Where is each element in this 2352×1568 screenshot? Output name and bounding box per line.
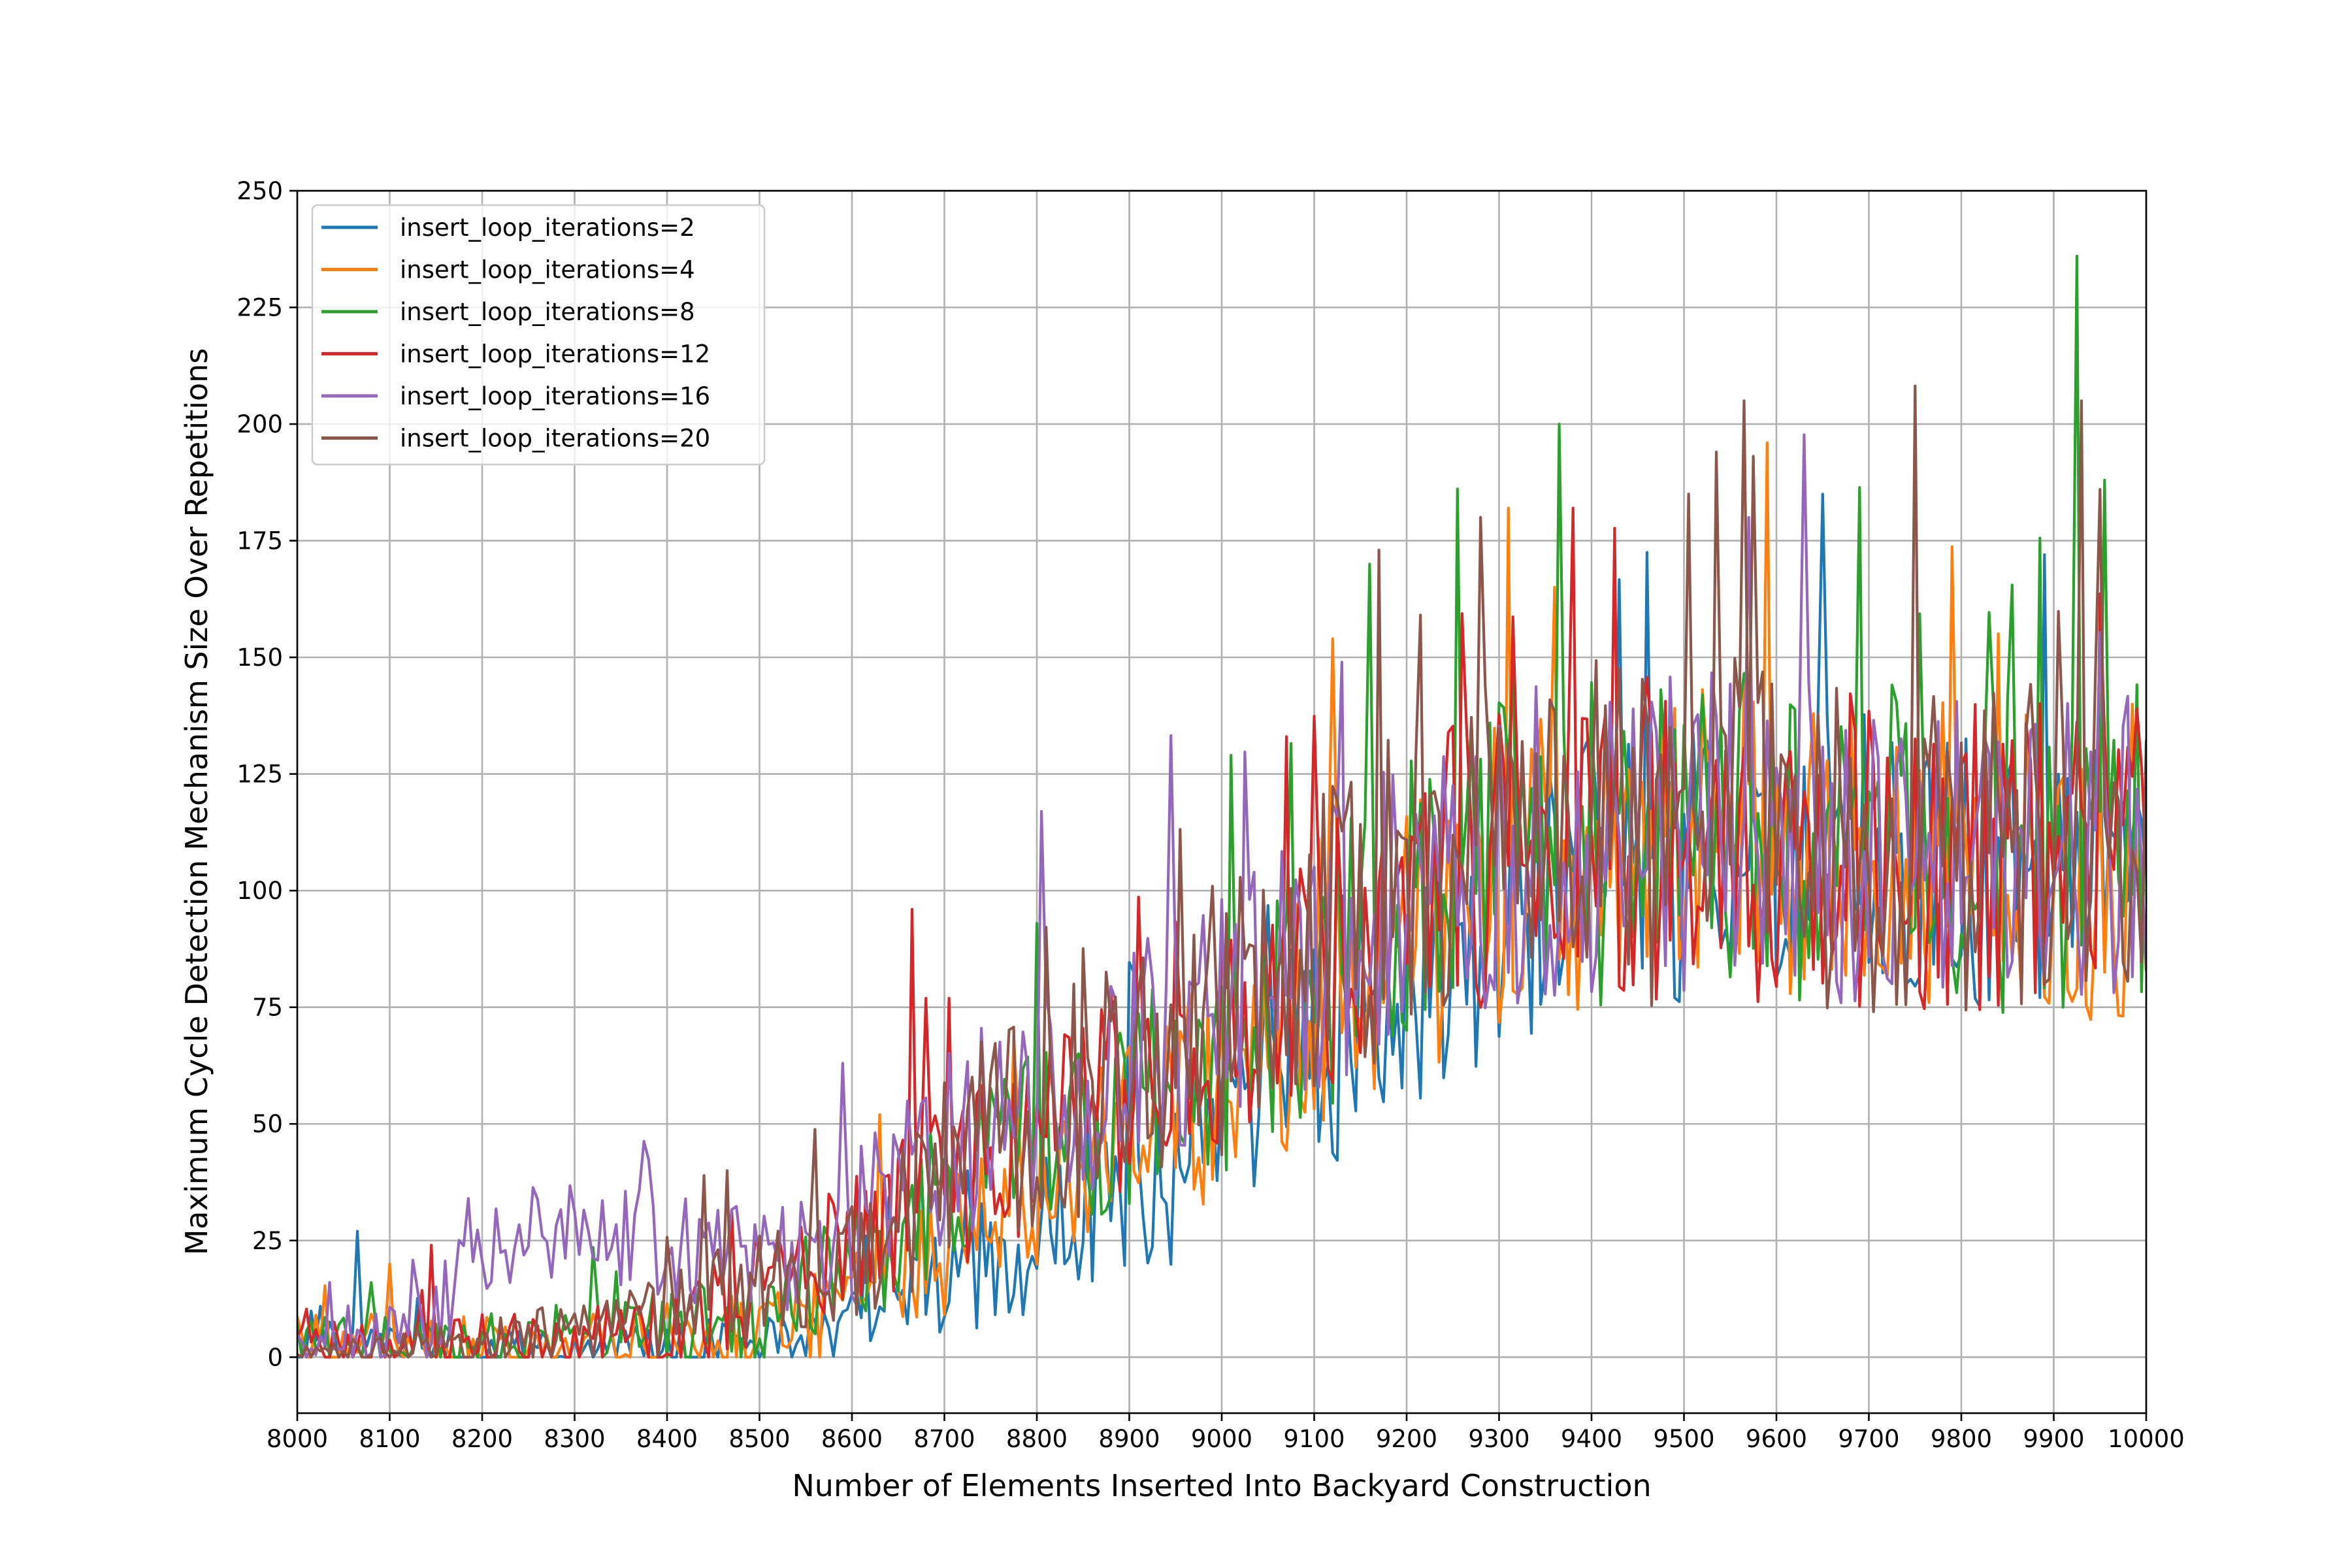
y-tick-label: 0 — [267, 1343, 283, 1371]
x-tick-label: 8000 — [267, 1425, 328, 1453]
legend-box — [311, 204, 766, 466]
legend-label: insert_loop_iterations=16 — [400, 382, 710, 410]
series-lines — [297, 254, 2146, 1359]
legend-label: insert_loop_iterations=2 — [400, 214, 695, 242]
y-tick-label: 250 — [237, 177, 283, 205]
legend-label: insert_loop_iterations=8 — [400, 298, 695, 326]
y-tick-label: 25 — [252, 1227, 283, 1255]
x-tick-label: 10000 — [2108, 1425, 2185, 1453]
y-tick-label: 200 — [237, 410, 283, 438]
x-tick-label: 9800 — [1931, 1425, 1992, 1453]
x-tick-label: 9400 — [1561, 1425, 1622, 1453]
x-tick-label: 8300 — [544, 1425, 605, 1453]
y-tick-label: 100 — [237, 877, 283, 905]
x-tick-label: 8200 — [451, 1425, 513, 1453]
y-axis-ticks: 0 25 50 75 100 125 150 175 200 225 250 — [237, 177, 297, 1371]
x-tick-label: 9700 — [1838, 1425, 1899, 1453]
series-line-6 — [297, 384, 2146, 1359]
x-tick-label: 9200 — [1376, 1425, 1437, 1453]
y-tick-label: 225 — [237, 294, 283, 322]
x-tick-label: 8500 — [728, 1425, 790, 1453]
y-tick-label: 75 — [252, 994, 283, 1022]
x-tick-label: 8600 — [821, 1425, 883, 1453]
x-tick-label: 8900 — [1098, 1425, 1160, 1453]
legend: insert_loop_iterations=2 insert_loop_iter… — [311, 204, 766, 466]
x-tick-label: 9100 — [1283, 1425, 1345, 1453]
x-tick-label: 8400 — [636, 1425, 698, 1453]
x-tick-label: 9900 — [2023, 1425, 2084, 1453]
y-tick-label: 175 — [237, 527, 283, 555]
y-tick-label: 125 — [237, 760, 283, 789]
x-tick-label: 9000 — [1191, 1425, 1252, 1453]
legend-label: insert_loop_iterations=4 — [400, 256, 695, 284]
x-tick-label: 9300 — [1468, 1425, 1529, 1453]
x-tick-label: 9500 — [1653, 1425, 1714, 1453]
y-tick-label: 150 — [237, 644, 283, 672]
x-tick-label: 8800 — [1006, 1425, 1068, 1453]
x-axis-ticks: 8000 8100 8200 8300 8400 8500 8600 8700 8800 8900… — [267, 1413, 2185, 1453]
x-tick-label: 8100 — [359, 1425, 420, 1453]
series-line-5 — [297, 433, 2146, 1359]
x-tick-label: 9600 — [1746, 1425, 1807, 1453]
x-tick-label: 8700 — [913, 1425, 975, 1453]
legend-label: insert_loop_iterations=20 — [400, 425, 710, 453]
y-axis-title: Maximum Cycle Detection Mechanism Size O… — [179, 348, 214, 1256]
y-tick-label: 50 — [252, 1110, 283, 1138]
legend-label: insert_loop_iterations=12 — [400, 340, 710, 368]
x-axis-title: Number of Elements Inserted Into Backyar… — [792, 1468, 1651, 1503]
